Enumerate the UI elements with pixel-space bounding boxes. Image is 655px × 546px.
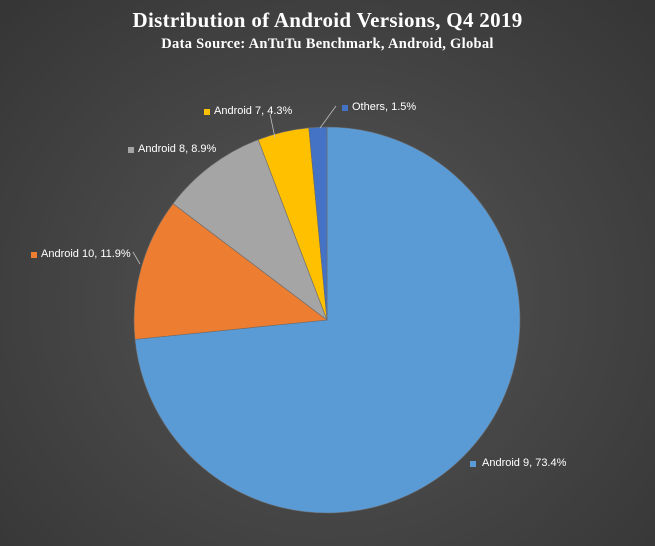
leader-lines <box>132 105 337 265</box>
data-label-android-10: Android 10, 11.9% <box>41 248 131 260</box>
legend-key-android-9 <box>470 461 476 467</box>
data-label-android-8: Android 8, 8.9% <box>138 143 216 155</box>
data-labels: Android 9, 73.4% Android 10, 11.9% Android… <box>31 101 567 469</box>
chart-title: Distribution of Android Versions, Q4 201… <box>132 8 523 32</box>
pie-slice-android-8 <box>172 139 328 321</box>
leader-line-android-7 <box>269 113 276 139</box>
data-label-others: Others, 1.5% <box>352 101 416 113</box>
chart-subtitle: Data Source: AnTuTu Benchmark, Android, … <box>161 36 494 52</box>
legend-key-android-10 <box>31 252 37 258</box>
leader-line-others <box>319 105 337 129</box>
pie-slice-others <box>308 126 328 321</box>
legend-key-others <box>342 105 348 111</box>
leader-line-android-10 <box>132 251 141 265</box>
pie-slices <box>133 126 521 514</box>
pie-slice-android-10 <box>133 203 328 340</box>
data-label-android-9: Android 9, 73.4% <box>482 457 567 469</box>
pie-slice-android-9 <box>134 126 521 514</box>
legend-key-android-8 <box>128 147 134 153</box>
legend-key-android-7 <box>204 109 210 115</box>
data-label-android-7: Android 7, 4.3% <box>214 105 292 117</box>
